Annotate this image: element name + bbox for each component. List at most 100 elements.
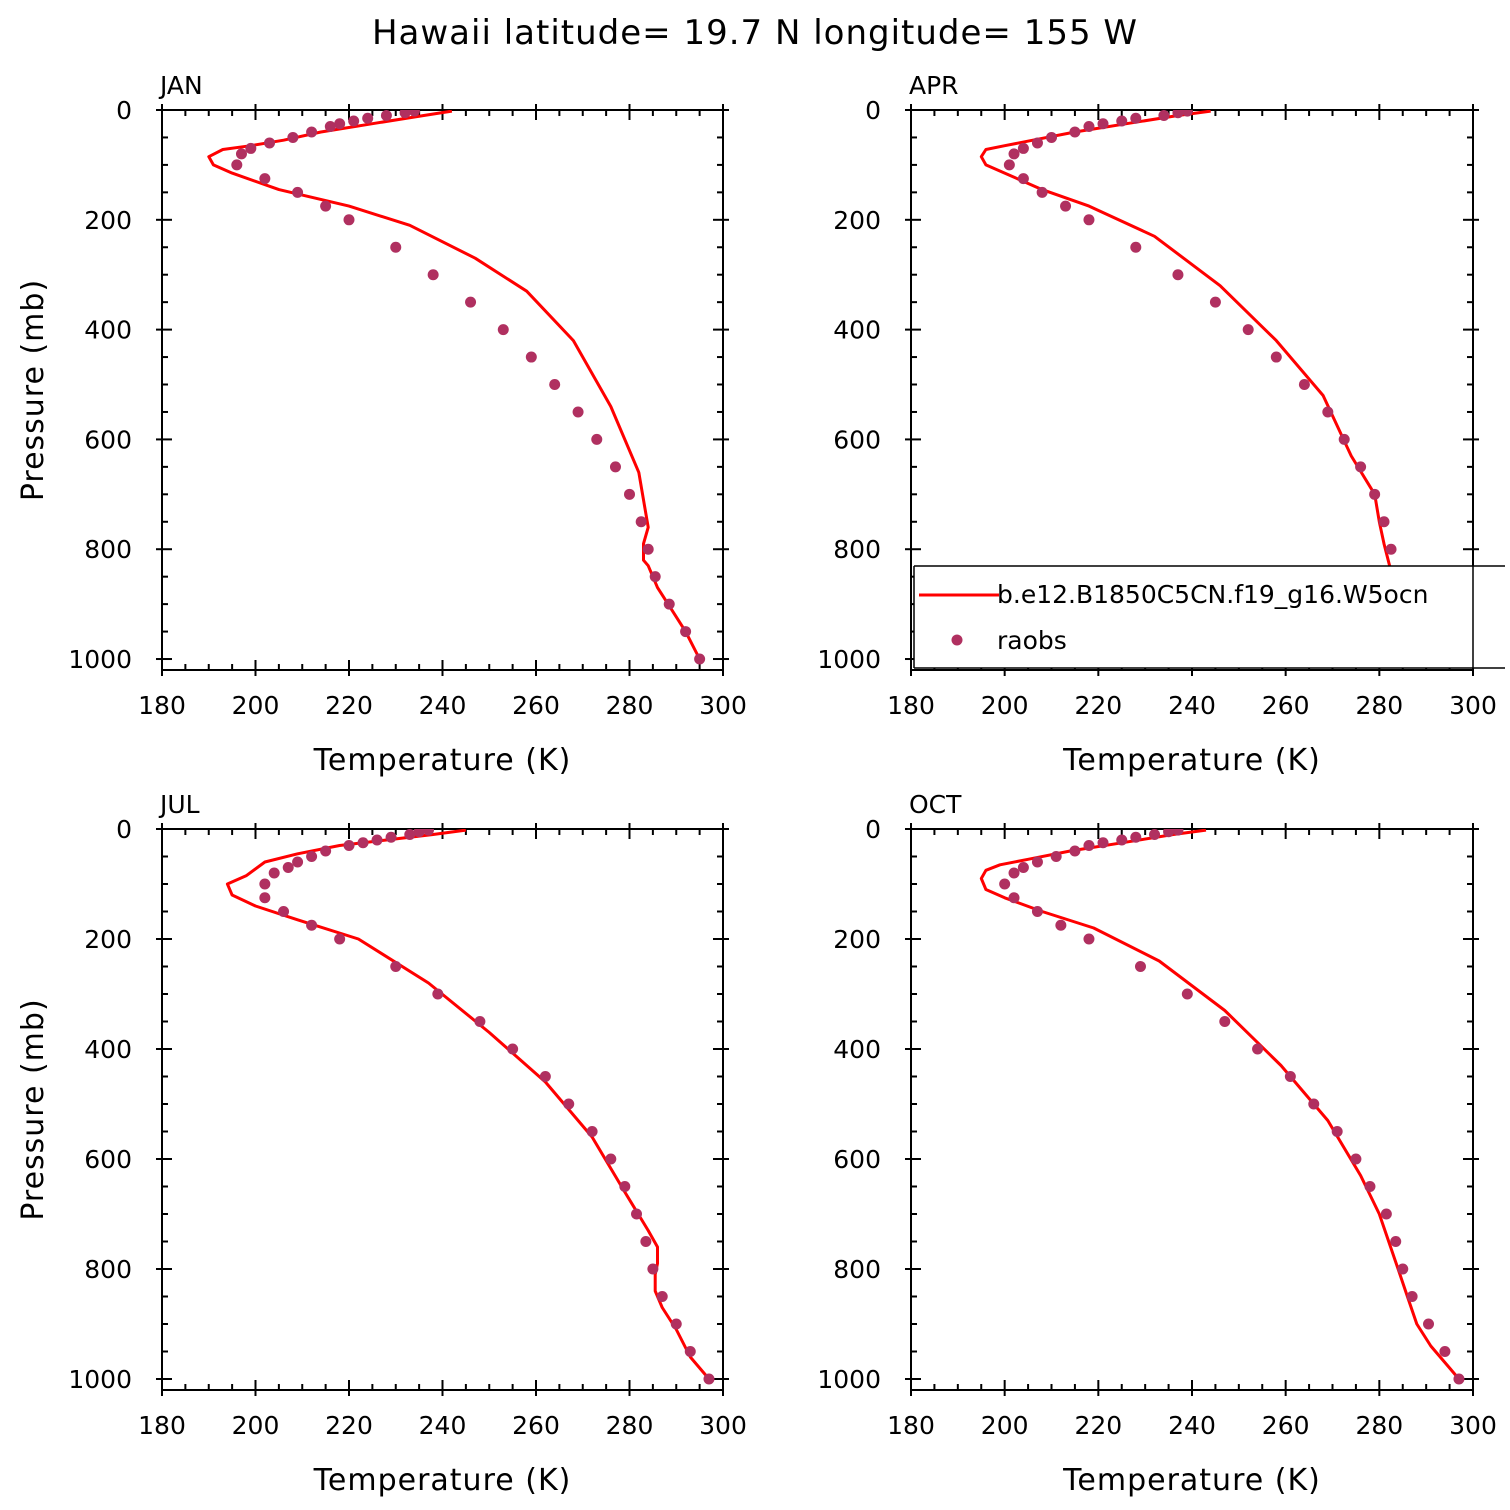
y-tick-label: 200 xyxy=(833,925,881,954)
x-tick-label: 240 xyxy=(419,691,467,720)
x-tick-label: 180 xyxy=(138,691,186,720)
raobs-point xyxy=(1130,241,1142,253)
raobs-point xyxy=(647,1263,659,1275)
y-tick-label: 0 xyxy=(116,96,132,125)
raobs-point xyxy=(1003,159,1015,171)
x-tick-label: 220 xyxy=(325,1411,373,1440)
raobs-point xyxy=(264,137,276,149)
raobs-point xyxy=(609,461,621,473)
x-tick-label: 220 xyxy=(325,691,373,720)
raobs-point xyxy=(306,126,318,138)
model-line xyxy=(225,829,711,1380)
raobs-point xyxy=(670,1318,682,1330)
x-tick-label: 280 xyxy=(606,691,654,720)
x-tick-label: 300 xyxy=(699,1411,747,1440)
raobs-point xyxy=(1219,1016,1231,1027)
raobs-point xyxy=(1097,837,1109,849)
y-tick-label: 1000 xyxy=(817,1365,881,1394)
raobs-point xyxy=(371,834,383,846)
raobs-point xyxy=(1378,516,1390,528)
raobs-point xyxy=(631,1208,643,1220)
raobs-point xyxy=(1046,131,1057,143)
y-axis-label: Pressure (mb) xyxy=(16,998,51,1220)
raobs-point xyxy=(1149,829,1161,840)
legend-label-raobs: raobs xyxy=(997,626,1067,655)
x-axis-label: Temperature (K) xyxy=(1062,1463,1321,1498)
raobs-point xyxy=(292,186,304,198)
y-tick-label: 600 xyxy=(833,425,881,454)
raobs-point xyxy=(1050,851,1062,862)
panel-title: JAN xyxy=(158,71,203,100)
raobs-point xyxy=(320,845,332,857)
y-tick-label: 400 xyxy=(84,1035,132,1064)
x-axis-label: Temperature (K) xyxy=(313,1463,572,1498)
raobs-point xyxy=(259,892,271,904)
y-tick-label: 600 xyxy=(833,1145,881,1174)
raobs-point xyxy=(348,115,360,127)
y-tick-label: 800 xyxy=(84,535,132,564)
y-tick-label: 800 xyxy=(833,1255,881,1284)
raobs-point xyxy=(1060,200,1072,212)
raobs-point xyxy=(1008,892,1020,904)
x-tick-label: 300 xyxy=(1449,691,1497,720)
raobs-point xyxy=(427,269,439,281)
raobs-point xyxy=(268,867,280,879)
y-tick-label: 800 xyxy=(84,1255,132,1284)
y-tick-label: 600 xyxy=(84,425,132,454)
raobs-point xyxy=(1130,831,1142,843)
raobs-point xyxy=(1284,1071,1296,1082)
y-tick-label: 200 xyxy=(84,206,132,235)
raobs-point xyxy=(385,831,397,843)
raobs-point xyxy=(1242,324,1254,336)
raobs-point xyxy=(1308,1098,1320,1110)
raobs-point xyxy=(586,1126,598,1137)
x-tick-label: 180 xyxy=(138,1411,186,1440)
model-line xyxy=(979,829,1461,1380)
raobs-point xyxy=(1172,110,1184,119)
raobs-point xyxy=(591,433,603,445)
raobs-point xyxy=(390,241,402,253)
raobs-point xyxy=(1439,1346,1451,1357)
x-tick-label: 240 xyxy=(1168,1411,1216,1440)
raobs-point xyxy=(1163,829,1175,838)
raobs-point xyxy=(404,829,416,840)
raobs-point xyxy=(474,1016,486,1027)
raobs-point xyxy=(1181,110,1193,117)
panels: 180 200 220 240 260 280 300 0 200 400 600 800 1000 Te… xyxy=(16,71,1505,1498)
y-tick-label: 400 xyxy=(84,316,132,345)
raobs-point xyxy=(1172,829,1184,836)
raobs-point xyxy=(572,406,584,418)
plot-frame xyxy=(910,828,1474,1391)
x-tick-label: 200 xyxy=(981,1411,1029,1440)
raobs-point xyxy=(1134,961,1146,972)
raobs-point xyxy=(539,1071,551,1082)
y-tick-label: 200 xyxy=(84,925,132,954)
raobs-point xyxy=(1069,845,1081,857)
x-tick-label: 240 xyxy=(1168,691,1216,720)
raobs-point xyxy=(343,840,355,851)
raobs-point xyxy=(663,598,675,610)
model-line xyxy=(207,110,701,660)
x-tick-label: 220 xyxy=(1074,691,1122,720)
raobs-point xyxy=(619,1181,631,1192)
raobs-point xyxy=(334,933,346,945)
raobs-point xyxy=(432,988,444,1000)
x-tick-label: 200 xyxy=(981,691,1029,720)
raobs-point xyxy=(334,118,346,130)
y-tick-label: 0 xyxy=(865,815,881,844)
raobs-point xyxy=(343,214,355,226)
y-tick-label: 400 xyxy=(833,1035,881,1064)
raobs-point xyxy=(259,173,271,185)
raobs-point xyxy=(1017,173,1029,185)
y-tick-label: 200 xyxy=(833,206,881,235)
x-tick-label: 200 xyxy=(232,1411,280,1440)
raobs-point xyxy=(1298,379,1310,391)
raobs-point xyxy=(408,110,420,117)
y-tick-label: 1000 xyxy=(68,645,132,674)
y-tick-label: 400 xyxy=(833,316,881,345)
raobs-point xyxy=(259,878,271,890)
legend-label-model: b.e12.B1850C5CN.f19_g16.W5ocn xyxy=(997,580,1428,609)
raobs-point xyxy=(1083,840,1095,851)
raobs-point xyxy=(649,571,661,583)
